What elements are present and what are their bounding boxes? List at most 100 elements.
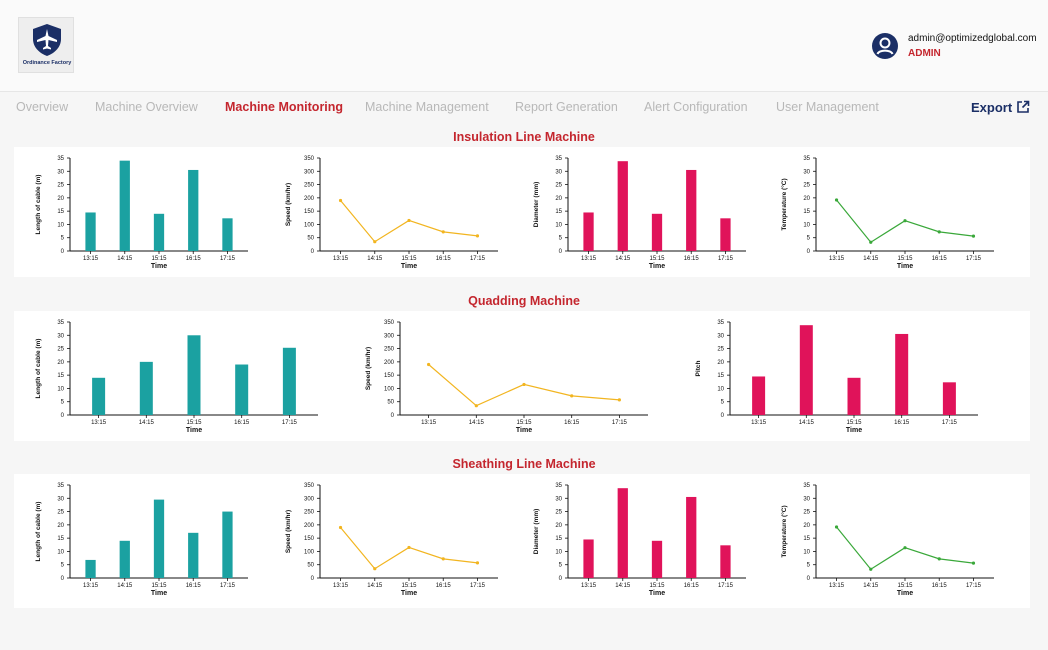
y-axis-label: Speed (km/hr) bbox=[285, 183, 292, 226]
x-tick-label: 15:15 bbox=[151, 583, 167, 589]
bar bbox=[222, 511, 233, 578]
y-tick-label: 350 bbox=[304, 156, 315, 162]
main-nav-tabs: Overview Machine Overview Machine Monito… bbox=[0, 96, 1048, 120]
data-point bbox=[441, 230, 445, 234]
chart-insulation-temperature: 0 5 10 15 20 25 30 35 13:15 14:15 15:15 16:15 17:15 T… bbox=[780, 156, 994, 270]
x-tick-label: 17:15 bbox=[718, 583, 734, 589]
y-tick-label: 5 bbox=[559, 563, 563, 569]
x-tick-label: 14:15 bbox=[117, 256, 133, 262]
y-tick-label: 20 bbox=[57, 523, 64, 529]
ordinance-factory-logo[interactable]: Ordinance Factory bbox=[18, 17, 74, 73]
bar bbox=[153, 499, 165, 578]
y-tick-label: 25 bbox=[717, 347, 724, 353]
x-tick-label: 16:15 bbox=[932, 583, 948, 589]
y-tick-label: 35 bbox=[57, 483, 64, 489]
y-tick-label: 35 bbox=[803, 156, 810, 162]
user-avatar-icon[interactable] bbox=[871, 32, 899, 60]
chart-sheathing-diameter: 0 5 10 15 20 25 30 35 13:15 14:15 15:15 16:15 17:15 T… bbox=[533, 483, 746, 597]
x-tick-label: 16:15 bbox=[684, 583, 700, 589]
y-tick-label: 25 bbox=[803, 183, 810, 189]
x-axis-label: Time bbox=[186, 427, 202, 434]
y-tick-label: 300 bbox=[384, 333, 395, 339]
y-tick-label: 20 bbox=[717, 360, 724, 366]
x-axis-label: Time bbox=[516, 427, 532, 434]
x-tick-label: 13:15 bbox=[91, 420, 107, 426]
bar bbox=[92, 377, 106, 415]
x-tick-label: 13:15 bbox=[829, 256, 845, 262]
x-tick-label: 17:15 bbox=[942, 420, 958, 426]
x-tick-label: 16:15 bbox=[436, 256, 452, 262]
y-tick-label: 0 bbox=[559, 249, 563, 255]
y-tick-label: 0 bbox=[61, 576, 65, 582]
tab-overview[interactable]: Overview bbox=[16, 100, 69, 114]
chart-sheathing-speed: 0 50 100 150 200 250 300 350 13:15 14:15 15:15 16:1… bbox=[285, 483, 498, 597]
x-tick-label: 15:15 bbox=[151, 256, 167, 262]
y-axis-label: Length of cable (m) bbox=[35, 339, 42, 399]
y-tick-label: 15 bbox=[57, 536, 64, 542]
chart-quadding-length: 0 5 10 15 20 25 30 35 13:15 14:15 15:15 16:15 17:15 T… bbox=[35, 320, 318, 434]
bar bbox=[583, 539, 594, 578]
y-axis-label: Temperature (°C) bbox=[780, 505, 788, 557]
y-tick-label: 30 bbox=[803, 169, 810, 175]
x-tick-label: 16:15 bbox=[684, 256, 700, 262]
y-axis-label: Length of cable (m) bbox=[35, 502, 42, 562]
export-button[interactable]: Export bbox=[971, 100, 1030, 115]
external-link-icon bbox=[1017, 100, 1030, 113]
y-tick-label: 0 bbox=[559, 576, 563, 582]
y-axis-label: Length of cable (m) bbox=[35, 175, 42, 235]
data-point bbox=[869, 567, 873, 571]
bar bbox=[85, 559, 96, 578]
top-header: Ordinance Factory admin@optimizedglobal.… bbox=[0, 0, 1048, 92]
y-tick-label: 50 bbox=[307, 563, 314, 569]
bar bbox=[617, 161, 628, 251]
y-tick-label: 35 bbox=[717, 320, 724, 326]
x-tick-label: 15:15 bbox=[897, 256, 913, 262]
chart-sheathing-length: 0 5 10 15 20 25 30 35 13:15 14:15 15:15 16:15 17:15 T… bbox=[35, 483, 248, 597]
tab-report-generation[interactable]: Report Generation bbox=[515, 100, 618, 114]
y-tick-label: 250 bbox=[304, 183, 315, 189]
x-tick-label: 15:15 bbox=[897, 583, 913, 589]
y-tick-label: 30 bbox=[57, 333, 64, 339]
chart-insulation-diameter: 0 5 10 15 20 25 30 35 13:15 14:15 15:15 16:15 17:15 T… bbox=[533, 156, 746, 270]
bar bbox=[799, 325, 813, 415]
x-axis-label: Time bbox=[151, 590, 167, 597]
y-tick-label: 10 bbox=[57, 386, 64, 392]
y-tick-label: 300 bbox=[304, 496, 315, 502]
y-tick-label: 0 bbox=[311, 576, 315, 582]
tab-user-management[interactable]: User Management bbox=[776, 100, 879, 114]
y-tick-label: 30 bbox=[57, 496, 64, 502]
section-title-insulation: Insulation Line Machine bbox=[453, 130, 595, 144]
x-axis-label: Time bbox=[897, 590, 913, 597]
quadding-charts-panel bbox=[14, 311, 1030, 441]
data-point bbox=[570, 394, 574, 398]
y-tick-label: 20 bbox=[57, 360, 64, 366]
y-tick-label: 5 bbox=[721, 400, 725, 406]
chart-insulation-length: 0 5 10 15 20 25 30 35 13:15 14:15 15:15 16:15 17:15 T… bbox=[35, 156, 248, 270]
y-tick-label: 35 bbox=[57, 156, 64, 162]
y-tick-label: 0 bbox=[61, 249, 65, 255]
data-point bbox=[441, 557, 445, 561]
y-tick-label: 100 bbox=[304, 549, 315, 555]
x-tick-label: 13:15 bbox=[421, 420, 437, 426]
y-tick-label: 300 bbox=[304, 169, 315, 175]
y-tick-label: 0 bbox=[391, 413, 395, 419]
y-tick-label: 15 bbox=[803, 209, 810, 215]
y-tick-label: 15 bbox=[555, 209, 562, 215]
bar bbox=[651, 540, 663, 578]
tab-machine-management[interactable]: Machine Management bbox=[365, 100, 489, 114]
y-tick-label: 250 bbox=[304, 510, 315, 516]
y-tick-label: 20 bbox=[555, 523, 562, 529]
data-point bbox=[373, 240, 377, 244]
export-label: Export bbox=[971, 100, 1013, 115]
y-tick-label: 25 bbox=[57, 183, 64, 189]
y-axis-label: Temperature (°C) bbox=[780, 178, 788, 230]
y-tick-label: 5 bbox=[807, 236, 811, 242]
x-tick-label: 15:15 bbox=[846, 420, 862, 426]
y-axis-label: Diameter (mm) bbox=[533, 509, 540, 555]
tab-machine-monitoring[interactable]: Machine Monitoring bbox=[225, 100, 344, 114]
y-tick-label: 150 bbox=[384, 373, 395, 379]
tab-alert-configuration[interactable]: Alert Configuration bbox=[644, 100, 748, 114]
data-point bbox=[338, 198, 343, 203]
chart-insulation-speed: 0 50 100 150 200 250 300 350 13:15 14:15 15:15 16:1… bbox=[285, 156, 498, 270]
tab-machine-overview[interactable]: Machine Overview bbox=[95, 100, 198, 114]
